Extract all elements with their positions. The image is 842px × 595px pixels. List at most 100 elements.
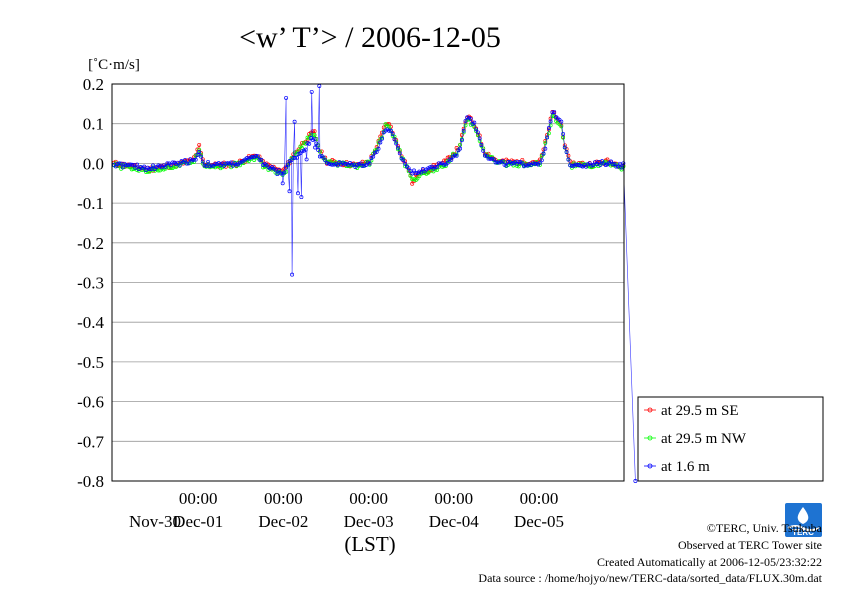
data-point [543,140,548,145]
data-point [290,272,295,277]
data-point [183,158,187,163]
data-point [206,159,211,164]
data-point [539,158,544,163]
data-point [305,141,310,146]
data-point [562,145,567,150]
data-point [449,157,454,162]
data-point [616,164,621,169]
data-point [392,134,397,139]
data-point [378,140,383,145]
data-point [309,89,314,94]
data-point [135,162,140,167]
data-point [376,146,381,151]
data-point [452,153,457,158]
data-point [250,154,255,159]
data-point [497,160,502,165]
data-point [538,162,542,167]
data-point [415,176,420,181]
data-point [197,150,202,154]
data-point [120,165,125,170]
y-tick-label: 0.0 [83,154,104,173]
chart-title: <w’ T’> / 2006-12-05 [239,21,501,54]
data-point [202,163,207,168]
footer-created: Created Automatically at 2006-12-05/23:3… [597,555,822,569]
data-point [541,151,546,156]
data-point [186,161,191,166]
legend-box [637,396,824,482]
data-point [447,157,452,162]
data-point [168,163,173,168]
data-point [284,165,289,170]
y-tick-label: -0.7 [77,432,104,451]
series-line [113,85,636,482]
x-start-date: Nov-30 [129,512,181,531]
data-point [143,168,148,173]
data-point [435,164,440,169]
data-point [552,109,557,114]
data-point [548,123,553,128]
data-point [254,153,258,158]
x-axis-label: (LST) [344,532,395,556]
x-tick-date: Dec-03 [344,512,394,531]
data-point [417,174,422,179]
data-point [200,159,205,164]
data-point [305,135,310,140]
data-point [175,160,180,165]
data-point [500,159,505,164]
data-point [285,162,290,167]
data-point [280,181,285,186]
data-point [584,164,589,169]
data-point [296,191,300,196]
data-point [413,171,418,176]
data-point [408,169,413,174]
data-point [392,137,397,142]
y-tick-label: -0.4 [77,313,104,332]
data-point [138,165,143,170]
data-point [126,163,131,168]
data-point [499,159,503,164]
legend-label: at 29.5 m SE [661,403,739,419]
data-point [357,161,361,166]
data-point [569,163,574,168]
data-point [459,133,464,137]
data-point [321,155,326,160]
legend: at 29.5 m SE at 29.5 m NW at 1.6 m [637,396,824,482]
data-point [458,146,463,151]
data-point [156,163,161,168]
data-point [131,162,136,167]
data-point [479,143,484,147]
data-point [245,156,250,160]
data-point [388,124,393,129]
data-point [472,120,477,125]
data-point [612,162,617,166]
x-tick-labels: 00:00 Dec-01 00:00 Dec-02 00:00 Dec-03 00:00 De… [129,489,564,531]
water-drop-icon [797,507,809,524]
data-point [410,177,415,182]
data-point [516,159,521,164]
x-tick-time: 00:00 [520,489,559,508]
x-tick-time: 00:00 [434,489,473,508]
data-point [534,161,539,166]
data-point [257,157,262,162]
data-point [225,161,230,166]
data-point [410,181,415,186]
data-point [287,158,292,163]
data-point [445,160,450,165]
data-point [367,161,372,166]
data-point [550,110,555,115]
data-point [438,161,443,166]
y-tick-label: 0.1 [83,115,104,134]
x-tick-date: Dec-02 [258,512,308,531]
footer-observed: Observed at TERC Tower site [678,538,822,552]
data-point [299,195,304,200]
y-tick-label: -0.1 [77,194,104,213]
x-tick-time: 00:00 [264,489,303,508]
data-point [349,162,354,167]
x-tick-time: 00:00 [349,489,388,508]
data-point [396,145,400,150]
data-point [591,163,596,167]
data-point [342,161,347,166]
footer-copyright: ©TERC, Univ. Tsukuba [707,521,823,535]
data-point [461,128,466,133]
